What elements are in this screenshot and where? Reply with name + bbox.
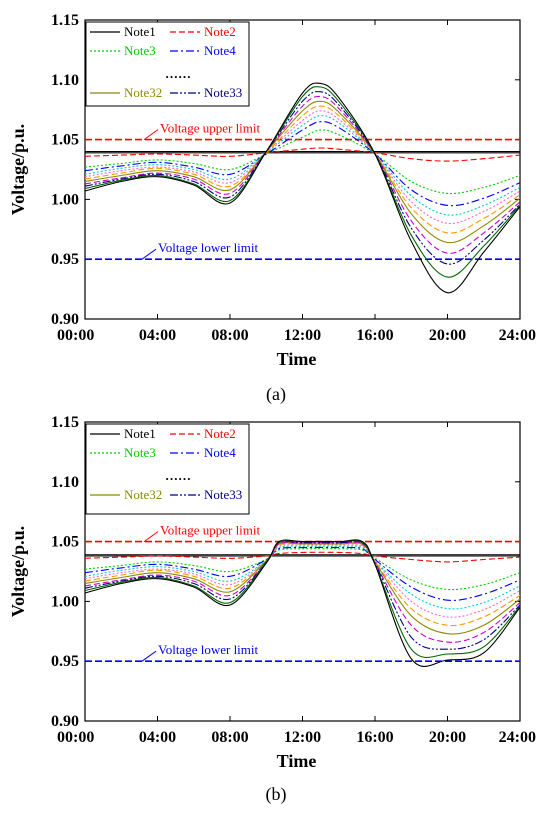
series-line-9	[84, 95, 521, 254]
series-line-4	[84, 546, 521, 601]
x-tick-label: 00:00	[57, 327, 94, 344]
legend-label: Note4	[204, 43, 236, 58]
x-axis-label: Time	[277, 751, 317, 771]
series-line-11	[84, 540, 521, 658]
chart-panel-a: 0.90 0.95 1.00 1.05 1.10 1.15 00:00 04:00 08:00 1…	[8, 12, 536, 369]
panel-b-caption: (b)	[266, 784, 287, 805]
panel-a-caption: (a)	[266, 384, 286, 405]
y-tick-label: 1.15	[51, 414, 79, 431]
x-tick-label: 04:00	[139, 729, 176, 746]
y-tick-label: 1.00	[51, 593, 79, 610]
legend-label: Note3	[124, 43, 156, 58]
legend-label: Note32	[124, 487, 162, 502]
series-line-6	[84, 110, 521, 225]
x-tick-label: 08:00	[211, 327, 248, 344]
x-tick-label: 00:00	[57, 729, 94, 746]
legend-label: Note2	[204, 24, 236, 39]
y-tick-label: 1.00	[51, 191, 79, 208]
series-line-9	[84, 541, 521, 643]
y-tick-label: 0.90	[51, 713, 79, 730]
x-tick-label: 16:00	[356, 729, 393, 746]
legend-box	[85, 21, 250, 107]
series-line-8	[84, 100, 521, 244]
series-line-3	[84, 129, 521, 195]
legend-ellipsis: ……	[165, 468, 191, 483]
series-line-2	[84, 551, 521, 563]
legend-label: Note1	[124, 24, 156, 39]
series-line-10	[84, 91, 521, 265]
upper-limit-label: Voltage upper limit	[160, 121, 261, 136]
y-tick-label: 1.05	[51, 534, 79, 551]
series-line-7	[84, 105, 521, 234]
y-tick-label: 0.95	[51, 251, 79, 268]
legend-label: Note32	[124, 85, 162, 100]
x-tick-label: 12:00	[284, 327, 321, 344]
lower-limit-label: Voltage lower limit	[158, 240, 259, 255]
series-line-12	[84, 82, 521, 294]
x-tick-label: 20:00	[429, 327, 466, 344]
legend-ellipsis: ……	[165, 66, 191, 81]
upper-limit-label: Voltage upper limit	[160, 523, 261, 538]
lower-limit-label: Voltage lower limit	[158, 642, 259, 657]
legend-label: Note1	[124, 426, 156, 441]
y-axis-label: Voltage/p.u.	[8, 526, 28, 617]
annotation-arrow	[143, 531, 159, 543]
y-tick-label: 1.10	[51, 72, 79, 89]
series-line-4	[84, 121, 521, 207]
series-line-8	[84, 542, 521, 635]
annotation-arrow	[141, 248, 157, 260]
legend-label: Note2	[204, 426, 236, 441]
x-tick-label: 04:00	[139, 327, 176, 344]
annotation-arrow	[143, 129, 159, 141]
series-line-3	[84, 548, 521, 591]
y-tick-label: 1.10	[51, 474, 79, 491]
x-tick-label: 24:00	[499, 729, 536, 746]
legend-label: Note3	[124, 445, 156, 460]
x-tick-label: 12:00	[284, 729, 321, 746]
x-tick-label: 16:00	[356, 327, 393, 344]
x-tick-label: 08:00	[211, 729, 248, 746]
annotation-arrow	[141, 650, 157, 662]
legend-label: Note4	[204, 445, 236, 460]
y-tick-label: 1.05	[51, 132, 79, 149]
y-tick-label: 0.95	[51, 653, 79, 670]
chart-panel-b: 0.90 0.95 1.00 1.05 1.10 1.15 00:00 04:00 08:00 1…	[8, 414, 536, 771]
x-axis-label: Time	[277, 349, 317, 369]
series-line-5	[84, 545, 521, 610]
series-line-5	[84, 115, 521, 216]
legend-label: Note33	[204, 487, 242, 502]
legend-box	[85, 423, 250, 515]
y-tick-label: 0.90	[51, 311, 79, 328]
y-axis-label: Voltage/p.u.	[8, 124, 28, 215]
series-line-10	[84, 540, 521, 650]
y-tick-label: 1.15	[51, 12, 79, 29]
series-line-11	[84, 86, 521, 278]
legend-label: Note33	[204, 85, 242, 100]
x-tick-label: 20:00	[429, 729, 466, 746]
series-line-2	[84, 147, 521, 162]
x-tick-label: 24:00	[499, 327, 536, 344]
series-line-12	[84, 539, 521, 668]
